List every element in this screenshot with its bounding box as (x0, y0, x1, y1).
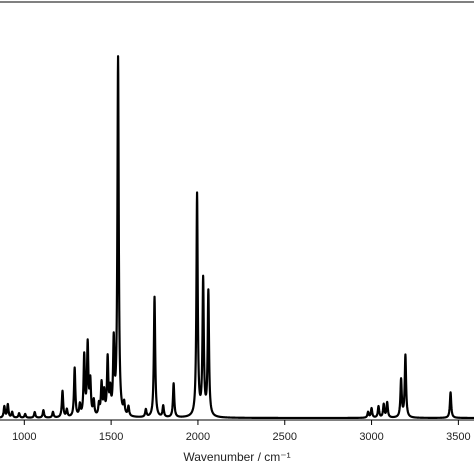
x-axis-label: Wavenumber / cm⁻¹ (183, 450, 290, 464)
spectrum-line (0, 55, 474, 420)
x-tick-label: 1500 (99, 431, 123, 443)
x-tick-label: 2000 (186, 431, 210, 443)
x-tick-label: 3500 (446, 431, 470, 443)
plot-area (0, 55, 474, 420)
x-tick-label: 2500 (273, 431, 297, 443)
x-tick-label: 1000 (12, 431, 36, 443)
x-tick-label: 3000 (359, 431, 383, 443)
x-axis-ticks: 1000 1500 2000 2500 3000 3500 (12, 420, 471, 443)
